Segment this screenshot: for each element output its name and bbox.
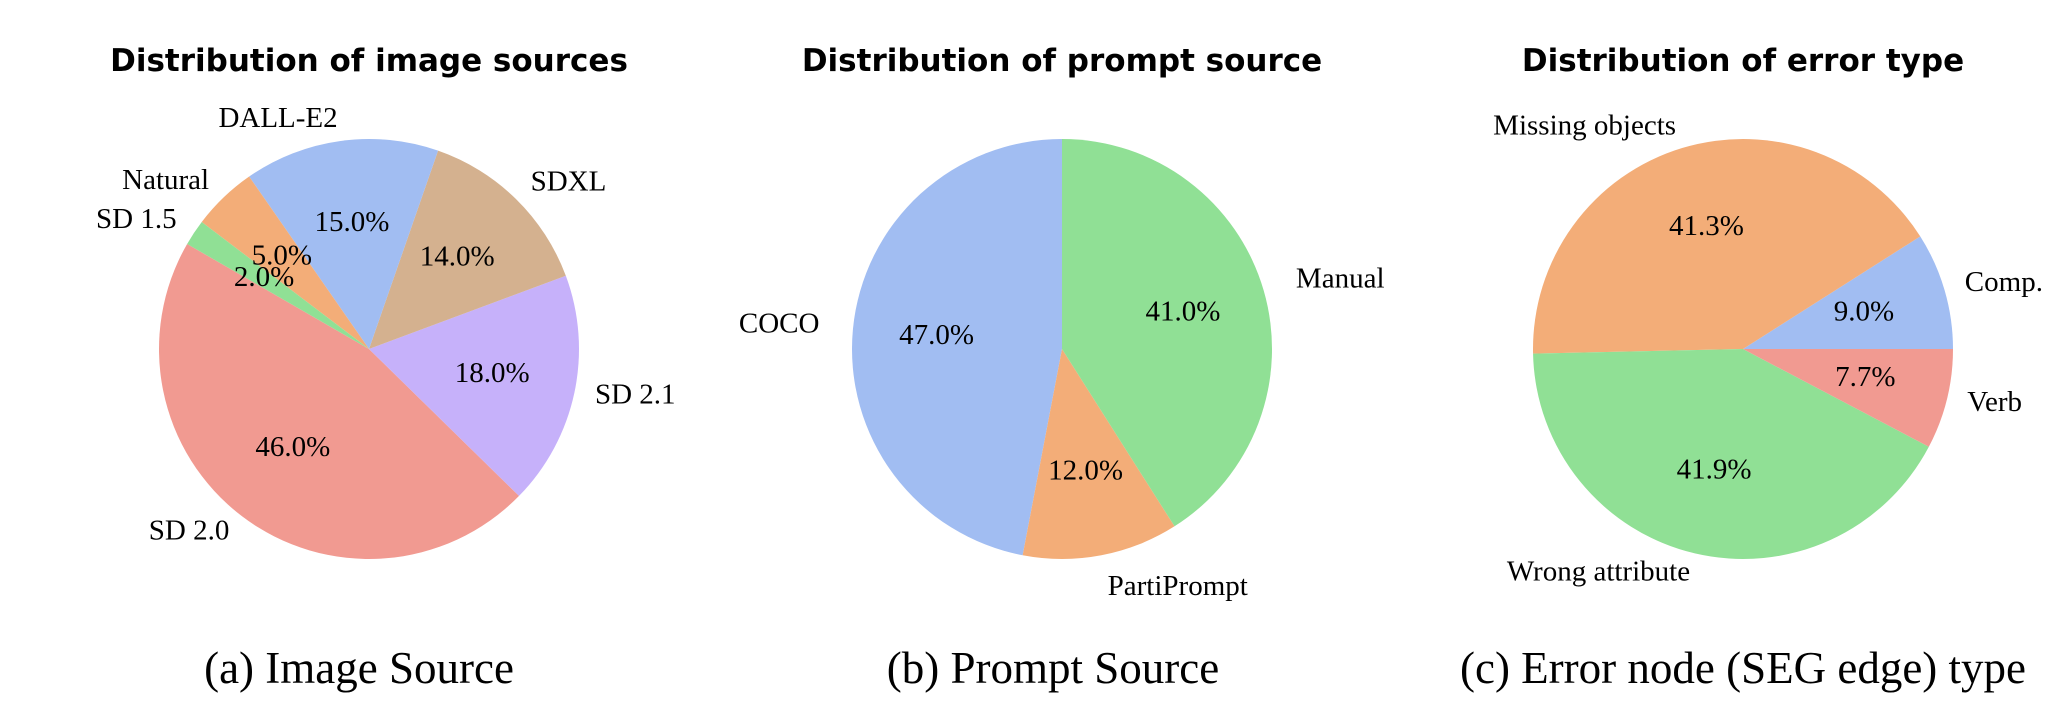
pie-chart-prompt-source: Distribution of prompt source COCO 47.0% P… (739, 43, 1385, 693)
pie-slices: Comp. 9.0% Missing objects 41.3% Wrong attri… (1493, 110, 2043, 588)
slice-label: Comp. (1965, 266, 2043, 298)
slice-percent-label: 14.0% (420, 241, 495, 273)
slice-percent-label: 9.0% (1834, 295, 1894, 327)
slice-percent-label: 12.0% (1048, 454, 1123, 486)
slice-label: SD 2.1 (595, 379, 676, 411)
chart-caption: (c) Error node (SEG edge) type (1460, 643, 2026, 693)
pie-slice-missing-objects (1533, 139, 1921, 354)
slice-percent-label: 18.0% (455, 357, 530, 389)
slice-label: Wrong attribute (1507, 556, 1690, 588)
pie-slice-sdxl (369, 150, 566, 349)
slice-percent-label: 41.3% (1669, 210, 1744, 242)
chart-title: Distribution of image sources (110, 43, 628, 79)
slice-label: SDXL (531, 166, 607, 198)
slice-label: Missing objects (1493, 110, 1676, 142)
slice-percent-label: 41.0% (1146, 296, 1221, 328)
pie-slice-comp (1743, 236, 1953, 349)
chart-caption: (b) Prompt Source (887, 643, 1219, 693)
pie-slice-dall-e2 (249, 139, 439, 349)
slice-label: Manual (1296, 263, 1385, 295)
slice-label: Natural (122, 164, 209, 196)
slice-percent-label: 41.9% (1677, 453, 1752, 485)
slice-percent-label: 46.0% (255, 431, 330, 463)
pie-slice-natural (201, 176, 369, 349)
slice-percent-label: 7.7% (1835, 361, 1895, 393)
pie-chart-error-type: Distribution of error type Comp. 9.0% Miss… (1460, 43, 2043, 693)
pie-slice-sd-2-1 (369, 275, 579, 496)
chart-title: Distribution of error type (1522, 43, 1964, 79)
pie-slice-sd-2-0 (158, 244, 520, 560)
pie-slice-verb (1743, 349, 1953, 447)
pie-slice-wrong-attribute (1533, 349, 1929, 559)
slice-label: COCO (739, 308, 820, 340)
pie-slices: SD 2.0 46.0% SD 2.1 18.0% SDXL 14.0% DALL-E2 15… (96, 102, 676, 560)
chart-title: Distribution of prompt source (802, 43, 1322, 79)
slice-label: SD 2.0 (149, 515, 230, 547)
slice-percent-label: 2.0% (234, 261, 294, 293)
slice-label: SD 1.5 (96, 203, 177, 235)
slice-label: PartiPrompt (1108, 570, 1248, 602)
slice-label: DALL-E2 (218, 102, 337, 134)
pie-slice-partiprompt (1022, 349, 1175, 559)
slice-percent-label: 5.0% (252, 240, 312, 272)
pie-slice-coco (851, 139, 1062, 556)
pie-chart-image-sources: Distribution of image sources SD 2.0 46.0… (96, 43, 676, 693)
pie-slice-manual (1062, 139, 1272, 527)
pie-slice-sd-1-5 (187, 222, 369, 349)
slice-label: Verb (1967, 386, 2022, 418)
slice-percent-label: 47.0% (899, 319, 974, 351)
chart-caption: (a) Image Source (204, 643, 514, 693)
slice-percent-label: 15.0% (314, 206, 389, 238)
pie-slices: COCO 47.0% PartiPrompt 12.0% Manual 41.0% (739, 139, 1385, 602)
